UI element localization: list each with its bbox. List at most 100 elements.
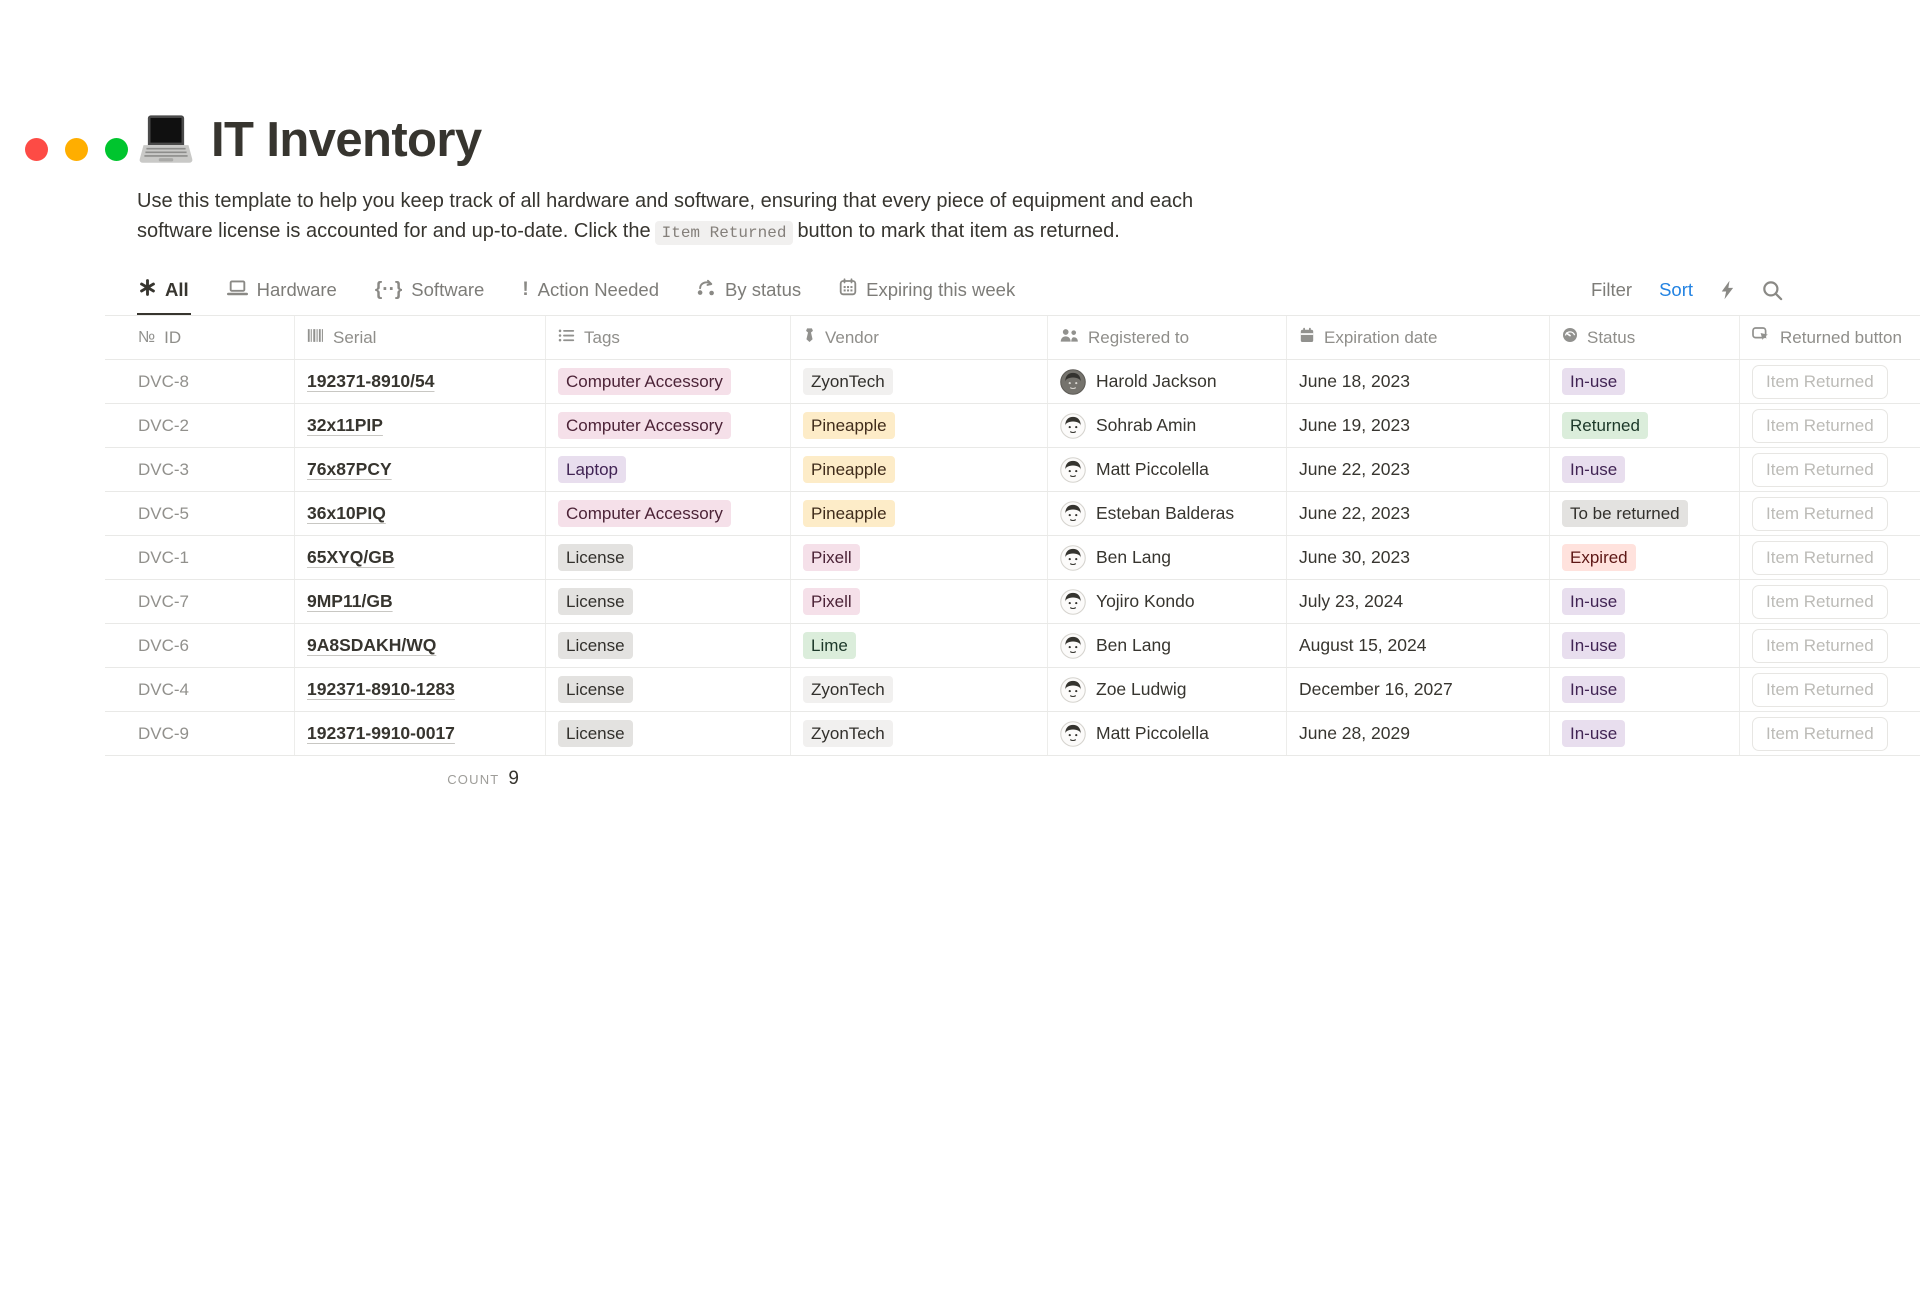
tab-software[interactable]: {··} Software	[373, 272, 486, 315]
cell-registered-to[interactable]: Yojiro Kondo	[1047, 580, 1286, 623]
column-header-serial[interactable]: Serial	[294, 316, 545, 359]
cell-tags[interactable]: License	[545, 536, 790, 579]
lightning-icon[interactable]	[1720, 280, 1735, 300]
cell-expiration-date[interactable]: June 22, 2023	[1286, 492, 1549, 535]
cell-tags[interactable]: Laptop	[545, 448, 790, 491]
cell-vendor[interactable]: Lime	[790, 624, 1047, 667]
cell-id[interactable]: DVC-7	[105, 580, 294, 623]
cell-registered-to[interactable]: Harold Jackson	[1047, 360, 1286, 403]
column-header-vendor[interactable]: Vendor	[790, 316, 1047, 359]
search-icon[interactable]	[1762, 280, 1783, 301]
cell-vendor[interactable]: ZyonTech	[790, 668, 1047, 711]
cell-expiration-date[interactable]: June 22, 2023	[1286, 448, 1549, 491]
cell-id[interactable]: DVC-1	[105, 536, 294, 579]
cell-status[interactable]: Returned	[1549, 404, 1739, 447]
cell-serial[interactable]: 192371-9910-0017	[294, 712, 545, 755]
column-header-returned-button[interactable]: Returned button	[1739, 316, 1920, 359]
cell-expiration-date[interactable]: July 23, 2024	[1286, 580, 1549, 623]
cell-vendor[interactable]: Pixell	[790, 536, 1047, 579]
item-returned-button[interactable]: Item Returned	[1752, 408, 1888, 443]
column-label: Tags	[584, 327, 620, 347]
item-returned-button[interactable]: Item Returned	[1752, 452, 1888, 487]
cell-id[interactable]: DVC-4	[105, 668, 294, 711]
sort-button[interactable]: Sort	[1659, 279, 1693, 300]
cell-serial[interactable]: 32x11PIP	[294, 404, 545, 447]
cell-tags[interactable]: License	[545, 624, 790, 667]
item-returned-button[interactable]: Item Returned	[1752, 496, 1888, 531]
cell-registered-to[interactable]: Matt Piccolella	[1047, 448, 1286, 491]
column-header-id[interactable]: № ID	[105, 316, 294, 359]
cell-vendor[interactable]: Pixell	[790, 580, 1047, 623]
item-returned-button[interactable]: Item Returned	[1752, 364, 1888, 399]
cell-vendor[interactable]: ZyonTech	[790, 712, 1047, 755]
cell-expiration-date[interactable]: August 15, 2024	[1286, 624, 1549, 667]
cell-expiration-date[interactable]: June 28, 2029	[1286, 712, 1549, 755]
cell-registered-to[interactable]: Ben Lang	[1047, 624, 1286, 667]
cell-tags[interactable]: License	[545, 668, 790, 711]
column-header-status[interactable]: Status	[1549, 316, 1739, 359]
cell-vendor[interactable]: Pineapple	[790, 492, 1047, 535]
cell-status[interactable]: In-use	[1549, 580, 1739, 623]
item-returned-button[interactable]: Item Returned	[1752, 584, 1888, 619]
cell-serial[interactable]: 65XYQ/GB	[294, 536, 545, 579]
cell-vendor[interactable]: ZyonTech	[790, 360, 1047, 403]
cell-registered-to[interactable]: Ben Lang	[1047, 536, 1286, 579]
cell-tags[interactable]: License	[545, 580, 790, 623]
avatar	[1060, 632, 1086, 659]
cell-serial[interactable]: 36x10PIQ	[294, 492, 545, 535]
count[interactable]: COUNT 9	[294, 756, 545, 802]
cell-tags[interactable]: Computer Accessory	[545, 404, 790, 447]
cell-serial[interactable]: 9MP11/GB	[294, 580, 545, 623]
cell-id[interactable]: DVC-5	[105, 492, 294, 535]
vendor-chip: Pixell	[803, 587, 860, 616]
cell-expiration-date[interactable]: June 30, 2023	[1286, 536, 1549, 579]
cell-id[interactable]: DVC-6	[105, 624, 294, 667]
cell-registered-to[interactable]: Sohrab Amin	[1047, 404, 1286, 447]
item-returned-button[interactable]: Item Returned	[1752, 672, 1888, 707]
avatar	[1060, 720, 1086, 747]
cell-expiration-date[interactable]: June 18, 2023	[1286, 360, 1549, 403]
cell-vendor[interactable]: Pineapple	[790, 404, 1047, 447]
cell-serial[interactable]: 9A8SDAKH/WQ	[294, 624, 545, 667]
tab-by-status[interactable]: By status	[695, 272, 803, 315]
close-window-button[interactable]	[25, 138, 48, 161]
cell-id[interactable]: DVC-8	[105, 360, 294, 403]
cell-status[interactable]: In-use	[1549, 360, 1739, 403]
item-returned-button[interactable]: Item Returned	[1752, 628, 1888, 663]
cell-id[interactable]: DVC-9	[105, 712, 294, 755]
cell-id[interactable]: DVC-3	[105, 448, 294, 491]
cell-serial[interactable]: 76x87PCY	[294, 448, 545, 491]
zoom-window-button[interactable]	[105, 138, 128, 161]
cell-status[interactable]: In-use	[1549, 448, 1739, 491]
tab-all[interactable]: All	[137, 272, 191, 315]
cell-registered-to[interactable]: Zoe Ludwig	[1047, 668, 1286, 711]
cell-tags[interactable]: License	[545, 712, 790, 755]
cell-expiration-date[interactable]: December 16, 2027	[1286, 668, 1549, 711]
cell-id[interactable]: DVC-2	[105, 404, 294, 447]
minimize-window-button[interactable]	[65, 138, 88, 161]
cell-vendor[interactable]: Pineapple	[790, 448, 1047, 491]
cell-status[interactable]: To be returned	[1549, 492, 1739, 535]
cell-status[interactable]: In-use	[1549, 668, 1739, 711]
cell-serial[interactable]: 192371-8910-1283	[294, 668, 545, 711]
cell-registered-to[interactable]: Esteban Balderas	[1047, 492, 1286, 535]
cell-registered-to[interactable]: Matt Piccolella	[1047, 712, 1286, 755]
cell-serial[interactable]: 192371-8910/54	[294, 360, 545, 403]
tag-chip: Computer Accessory	[558, 499, 731, 528]
cell-status[interactable]: In-use	[1549, 712, 1739, 755]
column-header-expiration-date[interactable]: Expiration date	[1286, 316, 1549, 359]
column-header-registered-to[interactable]: Registered to	[1047, 316, 1286, 359]
cell-tags[interactable]: Computer Accessory	[545, 492, 790, 535]
cell-status[interactable]: In-use	[1549, 624, 1739, 667]
tab-expiring-this-week[interactable]: Expiring this week	[837, 272, 1017, 315]
tab-hardware[interactable]: Hardware	[225, 272, 339, 315]
cell-tags[interactable]: Computer Accessory	[545, 360, 790, 403]
column-header-tags[interactable]: Tags	[545, 316, 790, 359]
item-returned-button[interactable]: Item Returned	[1752, 540, 1888, 575]
cell-expiration-date[interactable]: June 19, 2023	[1286, 404, 1549, 447]
filter-button[interactable]: Filter	[1590, 279, 1633, 300]
cell-status[interactable]: Expired	[1549, 536, 1739, 579]
expiration-date-value: August 15, 2024	[1299, 635, 1427, 655]
item-returned-button[interactable]: Item Returned	[1752, 716, 1888, 751]
tab-action-needed[interactable]: ! Action Needed	[520, 272, 661, 315]
